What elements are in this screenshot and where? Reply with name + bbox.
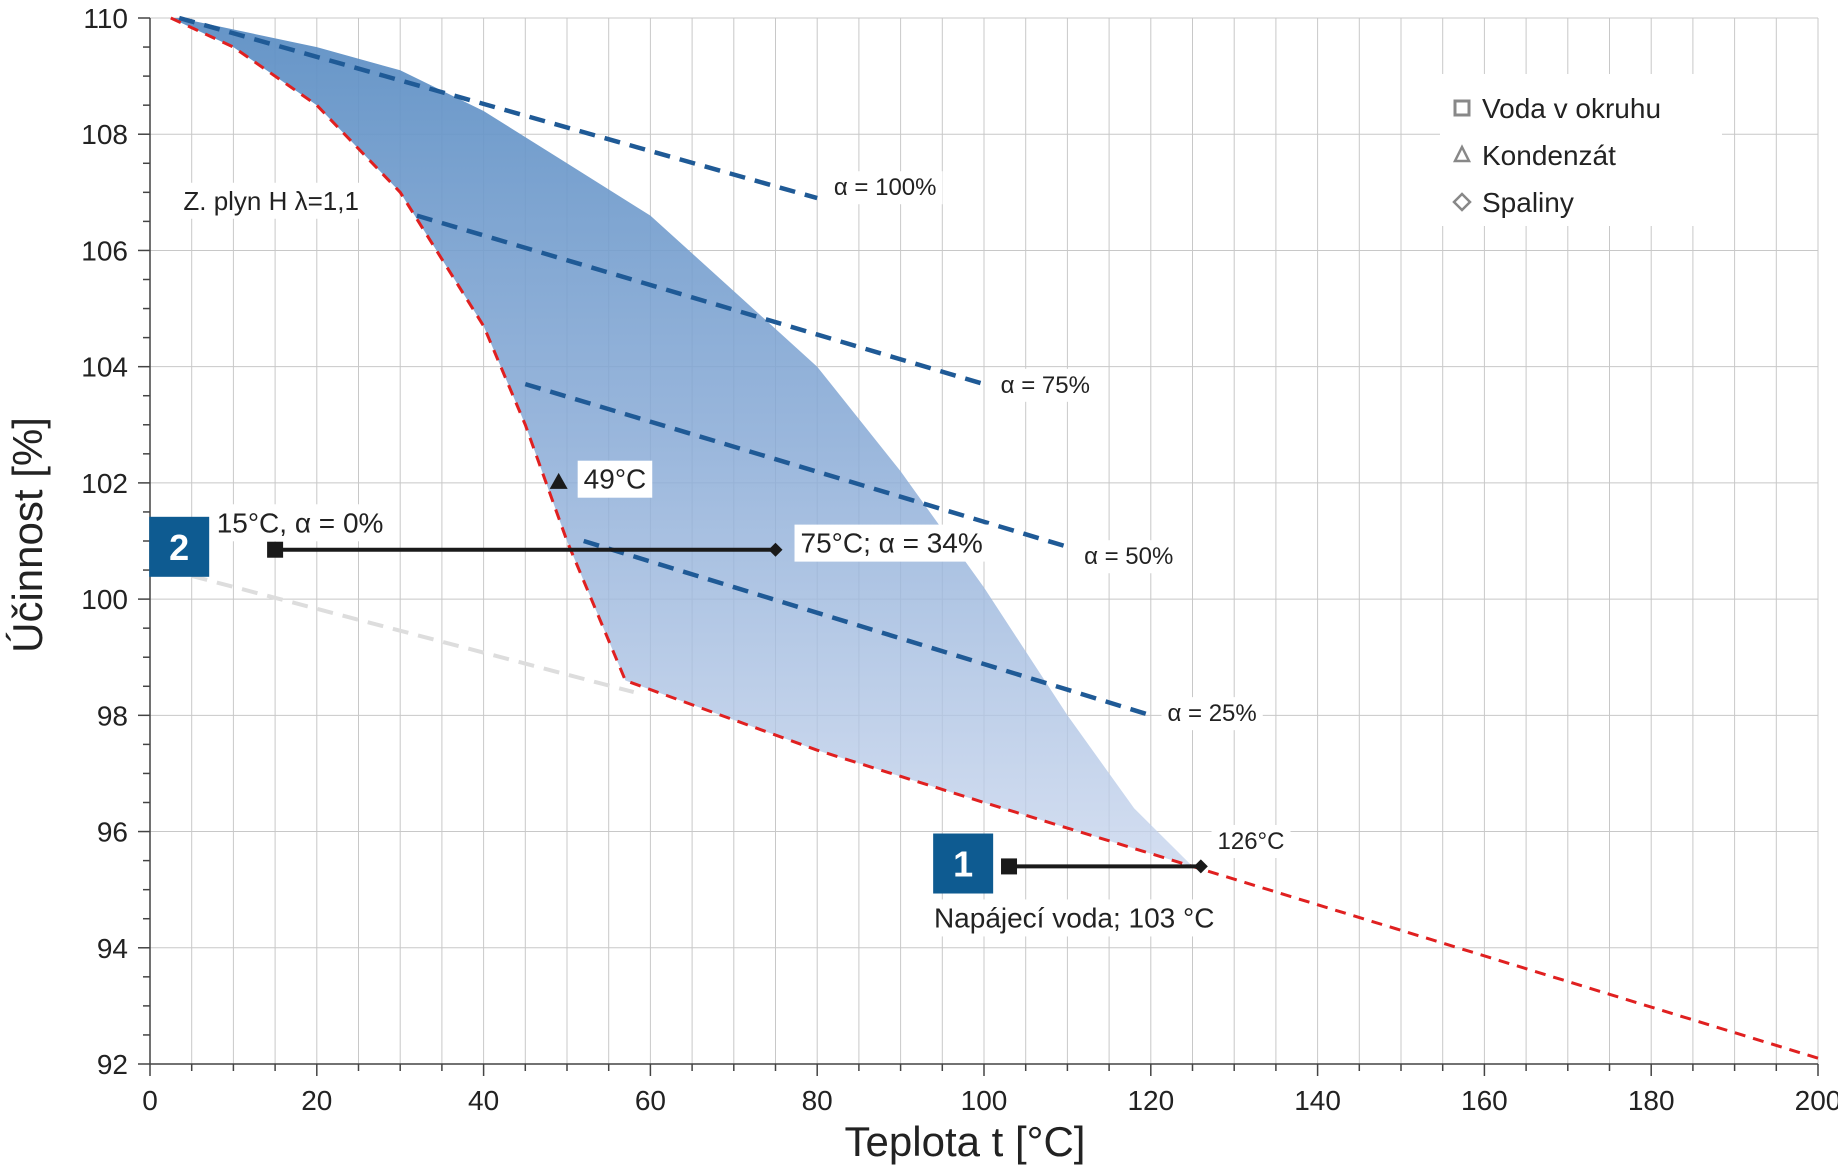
legend-marker-triangle bbox=[1452, 144, 1472, 163]
legend-label: Kondenzát bbox=[1482, 140, 1616, 171]
x-tick-label: 80 bbox=[802, 1085, 833, 1116]
y-axis-title: Účinnost [%] bbox=[4, 417, 51, 653]
x-tick-label: 180 bbox=[1628, 1085, 1675, 1116]
y-tick-label: 108 bbox=[81, 119, 128, 150]
marker-triangle-p49 bbox=[549, 472, 568, 489]
axes-layer: 0 20 40 60 80 100 120 140 160 180 200 92 94 96 98 100 10… bbox=[81, 3, 1838, 1116]
badge-label-badge2: 2 bbox=[169, 527, 189, 568]
markers-layer bbox=[267, 472, 1208, 875]
marker-square-p15 bbox=[267, 541, 284, 558]
y-tick-label: 96 bbox=[97, 817, 128, 848]
annotation-background bbox=[177, 182, 365, 219]
y-tick-label: 94 bbox=[97, 933, 128, 964]
y-tick-label: 110 bbox=[83, 3, 128, 34]
badge-badge1 bbox=[933, 833, 994, 894]
series-line-alpha-75 bbox=[416, 213, 985, 387]
legend-marker-diamond bbox=[1452, 192, 1472, 212]
marker-diamond-p126 bbox=[1193, 859, 1208, 874]
legend: Voda v okruhu Kondenzát Spaliny bbox=[1440, 74, 1722, 226]
x-tick-label: 60 bbox=[635, 1085, 666, 1116]
annotation-lbl_feed: Napájecí voda; 103 °C bbox=[934, 902, 1214, 933]
annotation-lbl_75: 75°C; α = 34% bbox=[801, 528, 983, 559]
legend-label: Voda v okruhu bbox=[1482, 93, 1661, 124]
annotation-lbl_a25: α = 25% bbox=[1167, 700, 1256, 727]
y-tick-label: 106 bbox=[81, 235, 128, 266]
annotations-layer: 2 1 Z. plyn H λ=1,1 α = 100% α = 75% α = 50% α… bbox=[149, 171, 1291, 937]
annotation-background bbox=[577, 460, 653, 498]
y-tick-label: 104 bbox=[81, 352, 128, 383]
x-tick-label: 120 bbox=[1127, 1085, 1174, 1116]
annotation-lbl_gas: Z. plyn H λ=1,1 bbox=[183, 186, 359, 216]
series-layer bbox=[170, 15, 1819, 1060]
series-line-natural-gas bbox=[170, 16, 1819, 1060]
annotation-background bbox=[994, 368, 1096, 402]
x-tick-label: 100 bbox=[961, 1085, 1008, 1116]
annotation-lbl_a75: α = 75% bbox=[1001, 372, 1090, 399]
x-tick-label: 140 bbox=[1294, 1085, 1341, 1116]
shaded-region bbox=[170, 18, 1193, 867]
y-tick-label: 92 bbox=[97, 1049, 128, 1080]
series-line-alpha-50 bbox=[524, 381, 1069, 549]
legend-marker-square bbox=[1453, 99, 1471, 117]
series-line-alpha-100 bbox=[178, 15, 818, 201]
annotation-lbl_49: 49°C bbox=[584, 464, 647, 495]
x-tick-label: 20 bbox=[301, 1085, 332, 1116]
marker-diamond-p75 bbox=[768, 542, 783, 557]
annotation-background bbox=[827, 171, 943, 205]
x-tick-label: 0 bbox=[142, 1085, 158, 1116]
legend-label: Spaliny bbox=[1482, 187, 1574, 218]
x-axis-title: Teplota t [°C] bbox=[845, 1118, 1086, 1165]
annotation-background bbox=[927, 899, 1221, 937]
x-tick-label: 40 bbox=[468, 1085, 499, 1116]
badge-badge2 bbox=[149, 516, 210, 577]
y-tick-label: 102 bbox=[81, 468, 128, 499]
annotation-lbl_a100: α = 100% bbox=[834, 174, 937, 201]
series-line-alpha-25 bbox=[583, 538, 1152, 718]
annotation-lbl_15: 15°C, α = 0% bbox=[217, 507, 384, 538]
annotation-background bbox=[1161, 697, 1263, 731]
marker-square-p103 bbox=[1001, 858, 1018, 875]
y-tick-label: 98 bbox=[97, 700, 128, 731]
annotation-background bbox=[1211, 824, 1291, 858]
badge-label-badge1: 1 bbox=[953, 844, 973, 885]
shaded-region-layer bbox=[170, 18, 1193, 867]
annotation-lbl_126: 126°C bbox=[1218, 828, 1285, 855]
annotation-background bbox=[210, 504, 390, 542]
legend-background bbox=[1440, 74, 1722, 226]
x-tick-label: 200 bbox=[1795, 1085, 1838, 1116]
annotation-background bbox=[1078, 540, 1180, 574]
annotation-lbl_a50: α = 50% bbox=[1084, 543, 1173, 570]
x-tick-label: 160 bbox=[1461, 1085, 1508, 1116]
annotation-background bbox=[794, 524, 989, 562]
y-tick-label: 100 bbox=[81, 584, 128, 615]
